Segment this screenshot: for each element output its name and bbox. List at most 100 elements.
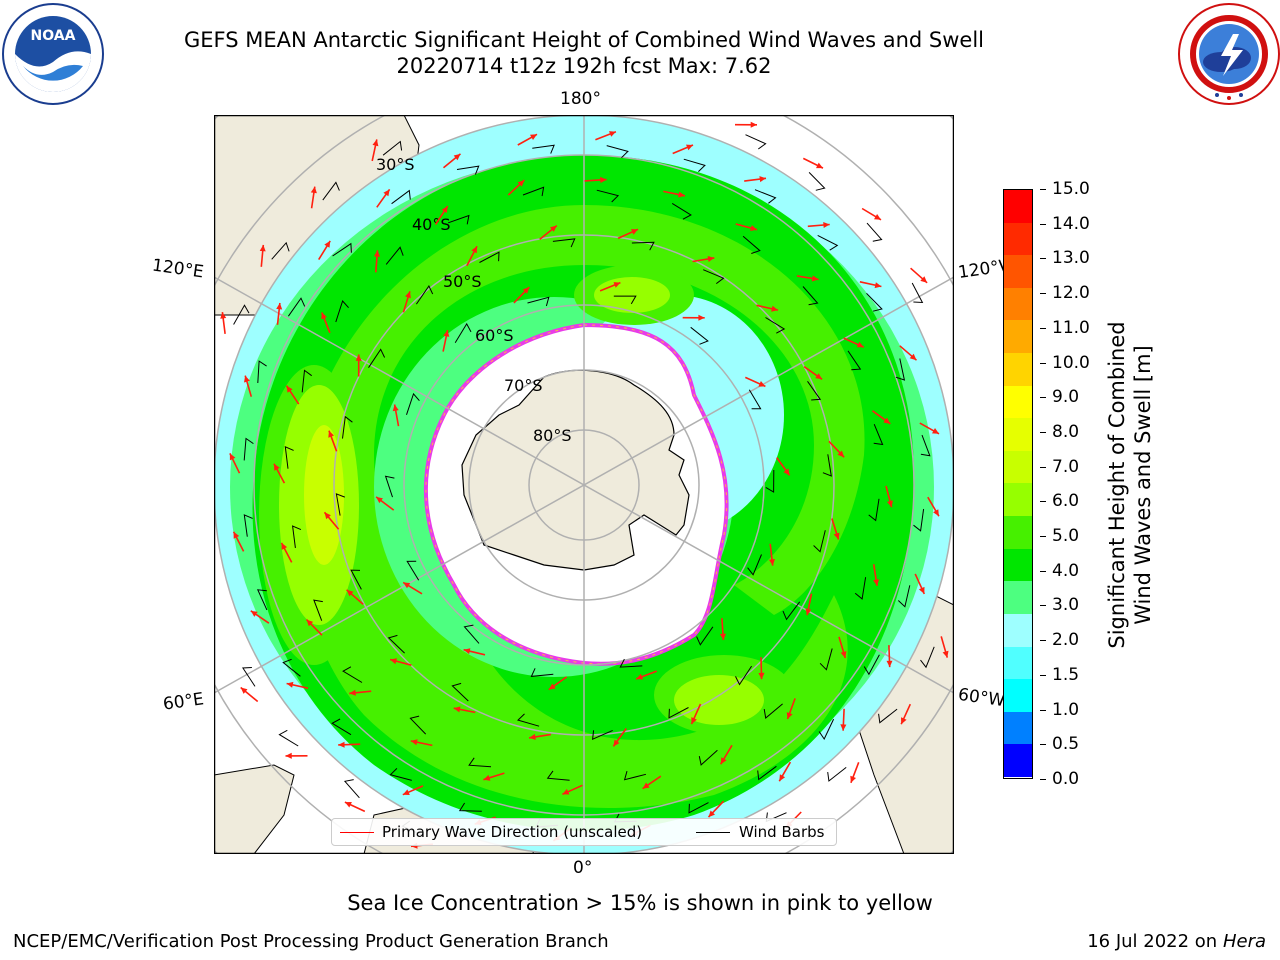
footer-date: 16 Jul 2022 on Hera xyxy=(1087,931,1266,952)
wave-arrow-head xyxy=(306,619,314,627)
wave-arrow-head xyxy=(471,246,477,254)
wind-barb xyxy=(546,770,570,781)
wind-barb xyxy=(287,297,306,317)
wave-arrow-head xyxy=(636,673,644,680)
wave-arrow-head xyxy=(613,282,621,288)
wave-arrow-head xyxy=(698,314,705,321)
wind-barb xyxy=(242,667,256,687)
wind-barb xyxy=(322,181,340,201)
wave-arrow-head xyxy=(783,468,790,476)
wind-barb xyxy=(454,322,472,343)
colorbar-segment xyxy=(1004,222,1032,256)
wave-arrow-head xyxy=(691,717,697,725)
lon-label-0: 0° xyxy=(573,858,593,878)
colorbar-tick-label: 14.0 xyxy=(1052,213,1090,234)
wind-barb xyxy=(278,729,299,747)
wave-arrow-head xyxy=(805,608,812,616)
wind-barb xyxy=(342,415,353,439)
footer-host: Hera xyxy=(1222,931,1266,952)
wind-barb xyxy=(757,765,777,781)
wind-barb xyxy=(854,577,867,600)
wave-arrow-head xyxy=(483,774,491,781)
colorbar-tick-label: 0.0 xyxy=(1052,769,1080,789)
colorbar-tick-label: 5.0 xyxy=(1052,526,1080,547)
wind-barb xyxy=(458,802,482,812)
wind-barb xyxy=(822,454,832,477)
legend-wave-label: Primary Wave Direction (unscaled) xyxy=(382,823,643,841)
graticule xyxy=(214,115,954,854)
wind-barb xyxy=(668,707,689,719)
wind-barb xyxy=(335,300,349,323)
wave-arrow-head xyxy=(886,660,893,668)
wave-arrow-head xyxy=(324,512,331,520)
wind-barb xyxy=(613,295,637,305)
colorbar-tick-label: 10.0 xyxy=(1052,352,1090,373)
lat-label-40s: 40°S xyxy=(412,215,451,234)
wave-arrow-head xyxy=(372,139,379,147)
colorbar-tick-mark xyxy=(1040,258,1046,260)
wave-arrow-head xyxy=(548,683,556,690)
wave-arrow-head xyxy=(901,717,907,725)
wind-barb xyxy=(335,493,345,516)
wind-barb xyxy=(233,304,250,325)
wind-barb xyxy=(256,589,268,611)
wind-barb xyxy=(703,269,725,284)
wave-arrow-head xyxy=(678,191,685,198)
wave-arrow-head xyxy=(403,582,411,589)
wind-barb xyxy=(763,703,783,719)
wave-arrow-head xyxy=(719,633,726,641)
wave-arrow-head xyxy=(874,282,882,289)
wave-arrow-head xyxy=(220,312,227,319)
wave-arrow-head xyxy=(909,353,917,361)
wave-arrow-head xyxy=(463,648,471,655)
wave-arrow-head xyxy=(708,810,715,818)
wave-direction-arrows xyxy=(220,121,949,849)
noaa-logo-text: NOAA xyxy=(31,28,76,44)
wave-arrow-head xyxy=(229,453,236,461)
wind-barb xyxy=(696,626,714,646)
wave-arrow-head xyxy=(402,789,410,795)
wave-arrow-head xyxy=(286,681,294,688)
wind-barb xyxy=(243,437,254,461)
wave-arrow-head xyxy=(758,672,765,680)
colorbar-tick-mark xyxy=(1040,709,1046,711)
polar-map: 30°S 40°S 50°S 60°S 70°S 80°S xyxy=(214,115,954,854)
wind-barb xyxy=(257,360,267,384)
wave-arrow-head xyxy=(686,144,693,151)
wave-arrow-head xyxy=(883,417,891,424)
colorbar-tick-label: 11.0 xyxy=(1052,317,1090,338)
wave-arrow-head xyxy=(750,225,757,231)
colorbar-tick-mark xyxy=(1040,431,1046,433)
wave-arrow-head xyxy=(815,373,823,380)
wind-barb xyxy=(313,599,323,621)
colorbar-tick-mark xyxy=(1040,362,1046,364)
colorbar-segment xyxy=(1004,483,1032,517)
colorbar-tick-label: 0.5 xyxy=(1052,734,1080,755)
wind-barb xyxy=(897,585,911,608)
colorbar-tick-mark xyxy=(1040,674,1046,676)
chart-subtitle: 20220714 t12z 192h fcst Max: 7.62 xyxy=(396,54,772,78)
wind-barb xyxy=(735,665,753,686)
wind-barb xyxy=(522,186,545,197)
colorbar-segment xyxy=(1004,581,1032,614)
wave-arrow-head xyxy=(453,706,461,713)
colorbar-segment xyxy=(1004,287,1032,321)
wave-arrow-head xyxy=(887,500,893,508)
wave-arrow-head xyxy=(338,741,345,748)
wave-arrow-head xyxy=(759,176,766,183)
wind-barbs xyxy=(233,134,935,836)
colorbar-tick-mark xyxy=(1040,189,1046,190)
wind-barb xyxy=(271,241,290,260)
wave-arrow-head xyxy=(530,134,537,140)
lon-label-60w: 60°W xyxy=(956,684,1007,712)
wind-barb xyxy=(391,189,411,205)
wave-arrow-head xyxy=(453,153,461,161)
colorbar-tick-mark xyxy=(1040,536,1046,538)
wave-arrow-head xyxy=(355,354,362,361)
wind-barb xyxy=(406,560,420,581)
wind-barb xyxy=(808,172,826,191)
wave-arrow-head xyxy=(873,579,880,586)
wave-arrow-head xyxy=(642,782,650,789)
wave-arrow-head xyxy=(771,305,778,312)
lat-label-80s: 80°S xyxy=(533,426,572,445)
